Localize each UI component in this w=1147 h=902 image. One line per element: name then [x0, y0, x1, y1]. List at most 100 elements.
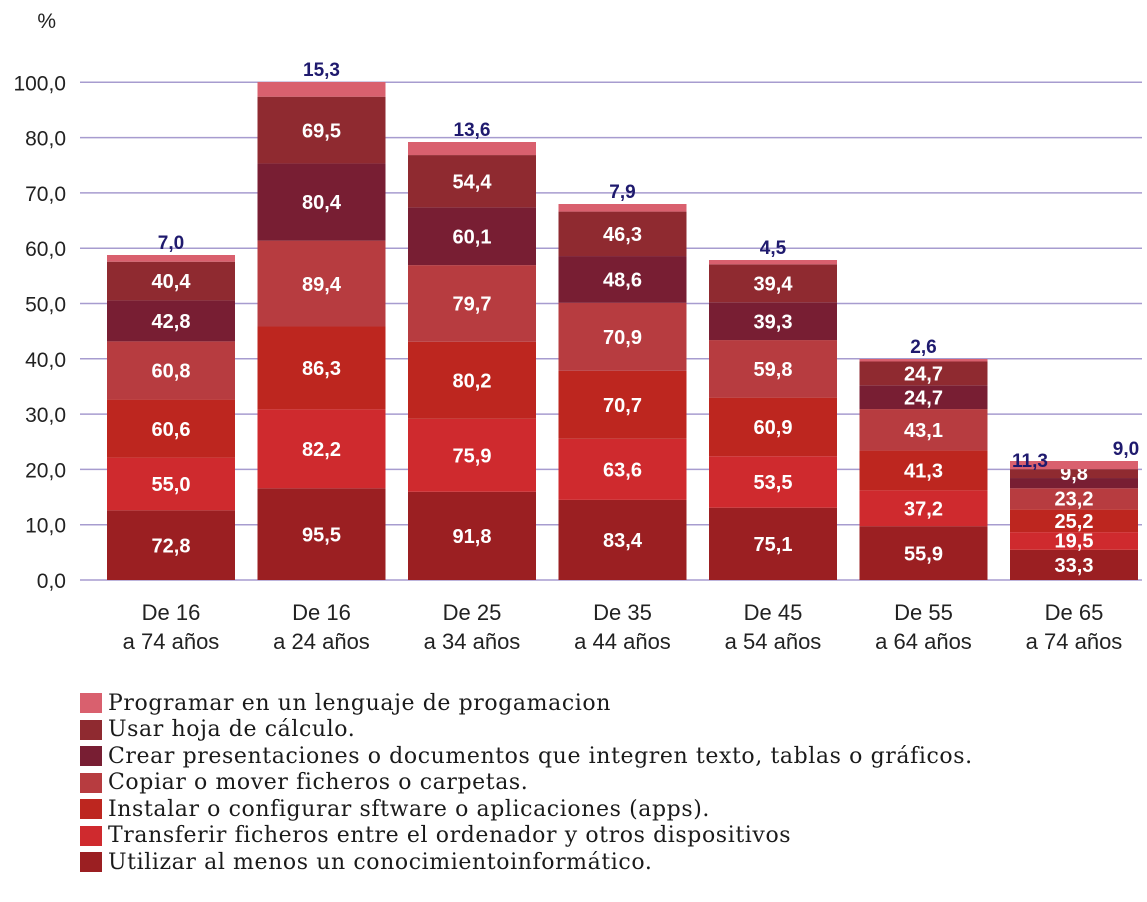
- bar-segment: [257, 96, 386, 164]
- bar-segment: [709, 302, 837, 341]
- segment-value-label: 33,3: [1055, 555, 1094, 577]
- segment-value-label: 83,4: [603, 530, 643, 552]
- bar-segment: [859, 361, 988, 386]
- segment-value-label: 40,4: [152, 271, 192, 293]
- bar-segment: [1010, 488, 1138, 510]
- segment-value-label: 55,0: [152, 474, 191, 496]
- bar-segment: [1010, 461, 1138, 470]
- y-tick-label: 20,0: [25, 459, 66, 482]
- legend-label: Utilizar al menos un conocimientoinformá…: [108, 849, 653, 875]
- legend-label: Transferir ficheros entre el ordenador y…: [108, 823, 792, 849]
- legend-label: Instalar o configurar sftware o aplicaci…: [108, 796, 711, 822]
- bar-segment: [859, 409, 988, 451]
- x-tick-label: a 64 años: [875, 629, 972, 654]
- x-tick-label: a 54 años: [725, 629, 822, 654]
- bar-group: 91,8 75,9 80,2 79,7 60,1 54,4 13,6: [408, 120, 536, 580]
- segment-value-label: 53,5: [754, 472, 793, 494]
- bar-segment: [408, 207, 536, 266]
- legend-item: Usar hoja de cálculo.: [80, 717, 973, 744]
- segment-value-label: 60,8: [152, 361, 191, 383]
- segment-value-label: 39,4: [754, 273, 794, 295]
- bar-segment: [558, 211, 687, 257]
- legend-label: Crear presentaciones o documentos que in…: [108, 743, 973, 769]
- segment-value-label: 43,1: [904, 420, 943, 442]
- bar-segment: [558, 438, 687, 500]
- top-value-label: 15,3: [303, 60, 340, 81]
- bar-segment: [107, 300, 235, 342]
- bar-segment: [558, 499, 687, 580]
- bar-segment: [107, 457, 235, 511]
- legend-swatch: [80, 852, 102, 873]
- x-tick-label: De 16: [292, 600, 351, 625]
- segment-value-label: 24,7: [904, 387, 943, 409]
- legend-item: Utilizar al menos un conocimientoinformá…: [80, 849, 973, 876]
- segment-value-label: 23,2: [1055, 488, 1094, 510]
- bar-group: 33,319,525,223,29,89,011,3: [1010, 439, 1139, 580]
- x-tick-label: De 45: [744, 600, 803, 625]
- x-tick-label: De 35: [593, 600, 652, 625]
- legend-swatch: [80, 825, 102, 846]
- bar-segment: [107, 261, 235, 301]
- segment-value-label: 25,2: [1055, 511, 1094, 533]
- bar-segment: [107, 399, 235, 458]
- bar-segment: [709, 507, 837, 580]
- legend-label: Usar hoja de cálculo.: [108, 717, 356, 743]
- legend-swatch: [80, 693, 102, 714]
- bar-segment: [408, 265, 536, 342]
- segment-value-label: 72,8: [152, 535, 191, 557]
- segment-value-label: 19,5: [1055, 530, 1094, 552]
- top-value-label: 13,6: [454, 120, 491, 141]
- bar-segment: [859, 385, 988, 410]
- segment-value-label: 79,7: [453, 294, 492, 316]
- legend-label: Programar en un lenguaje de progamacion: [108, 690, 611, 716]
- bar-group: 72,8 55,0 60,6 60,8 42,8 40,4 7,0: [107, 233, 235, 580]
- top-value-label: 2,6: [910, 337, 936, 358]
- y-tick-label: 40,0: [25, 349, 66, 372]
- y-tick-label: 70,0: [25, 183, 66, 206]
- legend-swatch: [80, 719, 102, 740]
- segment-value-label: 70,9: [603, 327, 642, 349]
- bar-segment: [1010, 509, 1138, 533]
- stacked-bar-chart: % 0,0 10,0 20,0 30,0 40,0 50,0 60,0 70,0 80,0 100…: [13, 10, 1142, 654]
- segment-value-label: 46,3: [603, 224, 642, 246]
- x-tick-label: a 74 años: [123, 629, 220, 654]
- legend-item: Crear presentaciones o documentos que in…: [80, 743, 973, 770]
- bar-segment: [408, 491, 536, 580]
- segment-value-label: 54,4: [453, 171, 493, 193]
- y-tick-label: 100,0: [13, 72, 66, 95]
- bar-segment: [408, 142, 536, 156]
- segment-value-label: 89,4: [302, 274, 342, 296]
- bar-segment: [257, 240, 386, 327]
- top-value-label: 7,0: [158, 233, 184, 254]
- segment-value-label: 70,7: [603, 395, 642, 417]
- bar-segment: [859, 359, 988, 362]
- y-tick-label: 0,0: [37, 570, 66, 593]
- bar-segment: [257, 326, 386, 410]
- segment-value-label: 42,8: [152, 311, 191, 333]
- bar-segment: [107, 255, 235, 262]
- segment-value-label: 86,3: [302, 358, 341, 380]
- x-tick-label: De 55: [894, 600, 953, 625]
- top-value-label: 9,0: [1113, 439, 1139, 460]
- x-tick-label: a 34 años: [424, 629, 521, 654]
- legend-swatch: [80, 746, 102, 767]
- y-axis-label: %: [37, 10, 56, 33]
- bar-segment: [408, 341, 536, 419]
- legend-item: Programar en un lenguaje de progamacion: [80, 690, 973, 717]
- segment-value-label: 80,4: [302, 192, 342, 214]
- bar-segment: [257, 409, 386, 489]
- segment-value-label: 91,8: [453, 526, 492, 548]
- bar-segment: [257, 82, 386, 97]
- x-tick-label: De 25: [443, 600, 502, 625]
- legend-swatch: [80, 799, 102, 820]
- segment-value-label: 75,1: [754, 534, 793, 556]
- bar-segment: [859, 526, 988, 580]
- bar-segment: [1010, 478, 1138, 489]
- top-value-label: 7,9: [609, 182, 635, 203]
- bar-segment: [1010, 549, 1138, 580]
- y-tick-label: 60,0: [25, 238, 66, 261]
- x-tick-label: a 74 años: [1026, 629, 1123, 654]
- bar-segment: [859, 450, 988, 491]
- bar-segment: [859, 490, 988, 527]
- bar-segment: [709, 264, 837, 303]
